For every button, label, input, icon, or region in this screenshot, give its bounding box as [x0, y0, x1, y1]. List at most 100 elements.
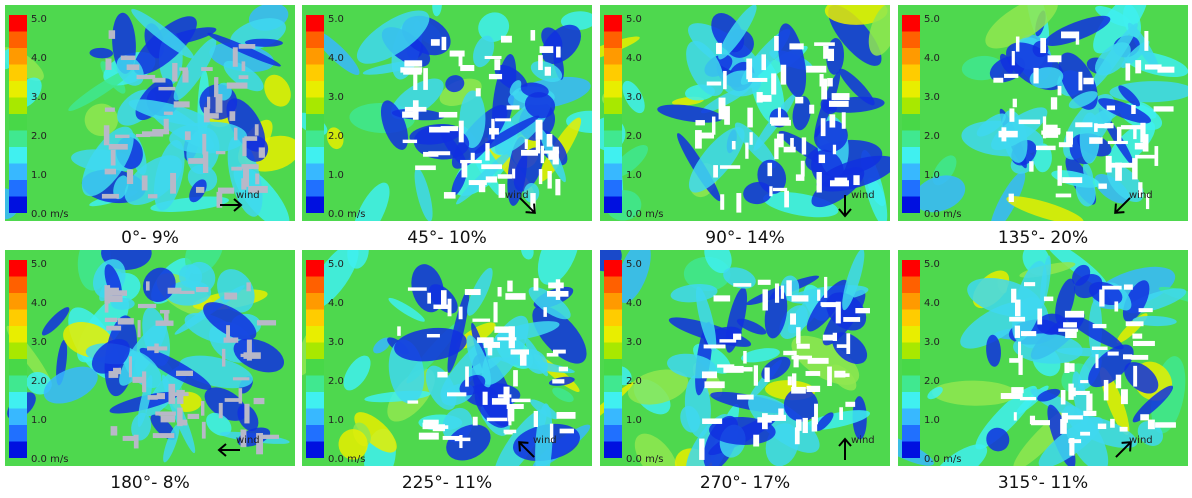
colorbar-band [306, 97, 324, 114]
wind-label: wind [851, 435, 875, 446]
colorbar-band [902, 163, 920, 180]
velocity-region [445, 75, 465, 93]
building [108, 371, 119, 378]
building [1072, 390, 1090, 396]
building [214, 77, 219, 98]
colorbar-band [902, 276, 920, 293]
building [853, 175, 860, 186]
building [397, 326, 401, 336]
colorbar-label: 3.0 [328, 92, 344, 103]
velocity-region [815, 412, 834, 432]
building [407, 287, 427, 291]
building [216, 191, 223, 208]
building [746, 58, 753, 80]
building [232, 377, 250, 381]
colorbar-band [9, 31, 27, 48]
building [733, 283, 752, 287]
velocity-region [388, 297, 425, 322]
colorbar-band [902, 48, 920, 65]
colorbar-band [9, 147, 27, 164]
velocity-region [432, 5, 442, 17]
building [1104, 123, 1114, 129]
building [723, 365, 744, 373]
building [442, 435, 461, 440]
building [1063, 322, 1077, 328]
building [464, 289, 481, 296]
velocity-region [524, 92, 556, 119]
building [794, 427, 800, 445]
building [505, 293, 526, 300]
velocity-region [537, 250, 580, 285]
colorbar-label: 1.0 [924, 415, 940, 426]
velocity-region [1095, 5, 1132, 27]
building [719, 339, 737, 343]
colorbar-band [306, 147, 324, 164]
velocity-region [1072, 264, 1091, 286]
colorbar-band [9, 180, 27, 197]
velocity-region [1044, 15, 1111, 46]
colorbar-label: 5.0 [924, 14, 940, 25]
colorbar-band [9, 15, 27, 32]
colorbar-label: 5.0 [328, 259, 344, 270]
building [1155, 422, 1176, 428]
building [244, 403, 250, 424]
colorbar-band [9, 260, 27, 277]
building [104, 168, 117, 175]
building [753, 365, 759, 386]
building [736, 193, 742, 213]
building [429, 126, 450, 133]
building [164, 310, 169, 325]
panel [5, 250, 295, 466]
colorbar-band [902, 64, 920, 81]
building [1110, 418, 1115, 428]
building [805, 371, 821, 376]
building [170, 172, 177, 194]
velocity-region [203, 302, 257, 341]
building [229, 111, 236, 121]
building [783, 146, 796, 153]
colorbar-label: 4.0 [626, 298, 642, 309]
building [403, 68, 422, 75]
building [793, 355, 799, 368]
building [1089, 137, 1103, 144]
velocity-region [634, 433, 678, 466]
colorbar-band [902, 359, 920, 376]
building [506, 403, 524, 410]
building [232, 47, 238, 67]
wind-arrow [220, 198, 243, 212]
velocity-region [764, 288, 788, 339]
building [820, 302, 838, 306]
velocity-region [743, 181, 773, 205]
building [152, 433, 175, 439]
velocity-region [338, 429, 368, 460]
building [1145, 193, 1150, 210]
colorbar-band [306, 425, 324, 442]
colorbar-band [902, 81, 920, 98]
building [769, 186, 773, 197]
building [818, 154, 826, 164]
building [508, 326, 515, 349]
building [423, 68, 428, 90]
colorbar-band [902, 342, 920, 359]
building [552, 379, 565, 384]
building [796, 343, 810, 349]
colorbar-band [9, 196, 27, 213]
colorbar-band [604, 375, 622, 392]
building [1060, 389, 1066, 405]
building [791, 386, 806, 394]
building [447, 392, 467, 397]
building [1070, 387, 1076, 397]
building [530, 193, 536, 213]
velocity-region [354, 412, 397, 453]
building [1135, 154, 1155, 159]
building [1009, 108, 1015, 122]
velocity-region [414, 167, 433, 221]
building [137, 320, 141, 338]
building [1011, 51, 1015, 66]
building [1099, 289, 1105, 307]
panel [5, 5, 295, 221]
colorbar-band [306, 15, 324, 32]
colorbar-band [9, 392, 27, 409]
velocity-region [43, 366, 98, 404]
